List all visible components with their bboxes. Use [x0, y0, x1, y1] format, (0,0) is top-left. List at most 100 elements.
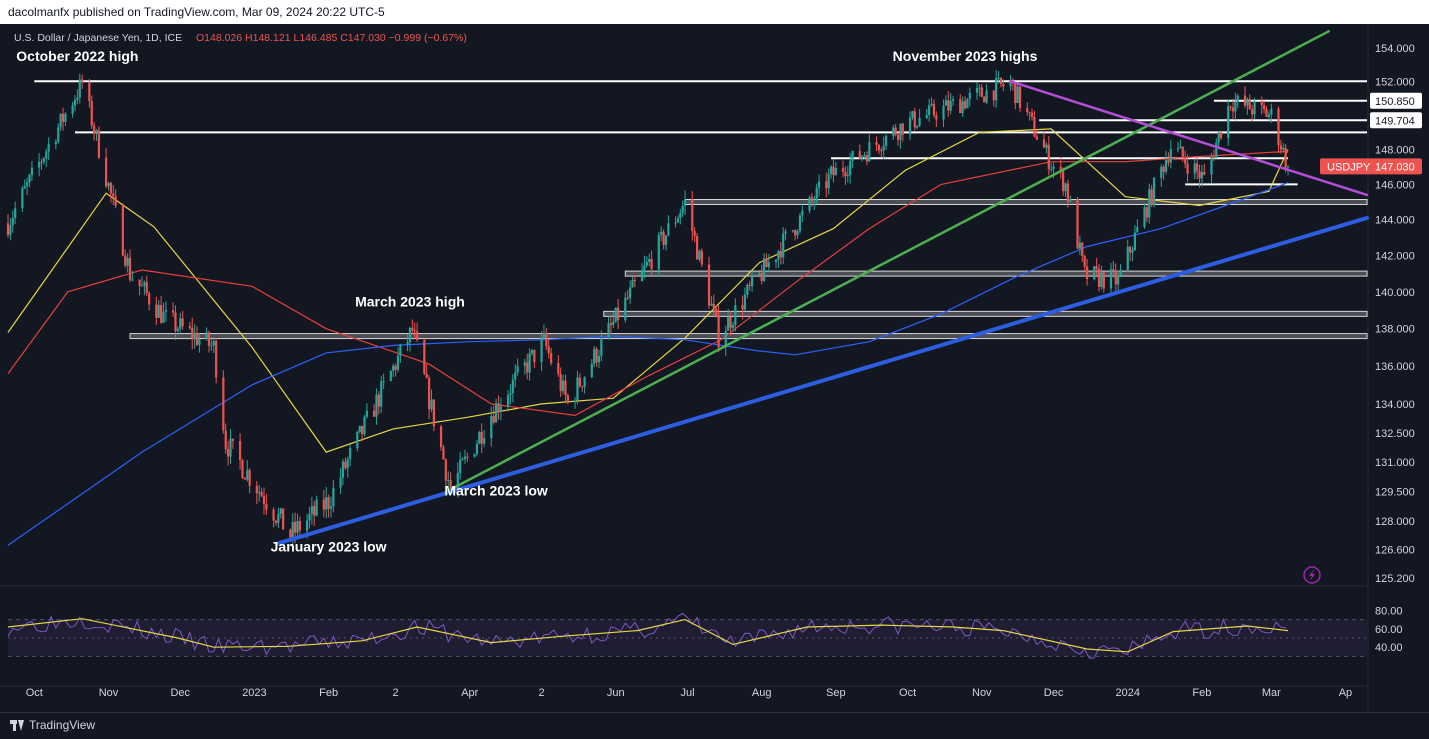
candle-body: [1095, 266, 1098, 269]
candle-body: [1066, 183, 1070, 202]
candle-body: [827, 174, 830, 189]
tradingview-brand: TradingView: [29, 718, 96, 732]
candle-body: [1243, 95, 1247, 106]
candle-body: [475, 443, 479, 455]
candle-body: [710, 303, 713, 306]
tradingview-logo[interactable]: TradingView: [10, 718, 95, 732]
candle-body: [648, 259, 651, 262]
candle-body: [425, 373, 428, 378]
candle-body: [406, 342, 409, 345]
candle-body: [1129, 246, 1132, 253]
candle-body: [545, 332, 548, 347]
candle-body: [332, 487, 335, 507]
candle-body: [131, 279, 134, 281]
support-resistance-zone: [603, 310, 1368, 317]
candle-body: [365, 410, 368, 417]
candle-body: [875, 141, 878, 146]
candle-body: [1203, 172, 1206, 175]
price-level-label: 149.704: [1375, 115, 1415, 127]
candle-body: [963, 101, 967, 109]
candle-body: [949, 100, 952, 111]
candle-body: [138, 279, 141, 286]
candle-body: [1093, 266, 1096, 280]
candle-body: [344, 461, 347, 468]
candle-body: [559, 373, 562, 392]
candle-body: [528, 353, 531, 373]
candle-body: [40, 161, 43, 163]
candle-body: [1184, 157, 1187, 164]
candle-body: [540, 337, 543, 363]
candle-body: [377, 394, 380, 407]
candle-body: [617, 307, 620, 321]
trendline-purple: [1009, 80, 1369, 197]
lightning-icon[interactable]: [1303, 566, 1321, 584]
candle-body: [193, 332, 196, 340]
time-tick-label: Aug: [752, 687, 772, 699]
candle-body: [765, 258, 768, 268]
candle-body: [925, 115, 928, 118]
candle-body: [1282, 147, 1285, 150]
candle-body: [1260, 101, 1263, 106]
candle-body: [961, 101, 964, 114]
candle-body: [861, 155, 864, 159]
candle-body: [243, 477, 246, 480]
candle-body: [667, 223, 670, 236]
candle-body: [210, 345, 213, 347]
candle-body: [741, 305, 744, 310]
candle-body: [999, 77, 1003, 85]
candle-body: [372, 410, 376, 417]
price-tick-label: 148.000: [1375, 145, 1415, 157]
candle-body: [729, 317, 732, 328]
candle-body: [777, 251, 780, 260]
price-tick-label: 129.500: [1375, 486, 1415, 498]
candle-body: [901, 123, 904, 135]
candle-body: [817, 181, 821, 188]
candle-body: [808, 197, 811, 211]
candle-body: [581, 386, 584, 388]
time-tick-label: 2024: [1115, 687, 1139, 699]
candle-body: [626, 297, 629, 299]
support-resistance-zone: [684, 199, 1368, 206]
candle-body: [896, 134, 900, 140]
candle-body: [542, 332, 546, 338]
price-tick-label: 146.000: [1375, 179, 1415, 191]
candle-body: [846, 174, 849, 177]
candle-body: [107, 183, 110, 187]
candle-body: [858, 151, 861, 159]
candle-body: [126, 258, 129, 266]
candle-body: [978, 87, 981, 89]
candle-body: [1263, 105, 1266, 110]
usdjpy-chart[interactable]: October 2022 high November 2023 highs Marc…: [0, 24, 1429, 712]
candle-body: [308, 513, 311, 521]
candle-body: [128, 258, 132, 280]
candle-body: [717, 315, 720, 348]
candle-body: [1210, 156, 1213, 175]
candle-body: [375, 394, 378, 417]
candle-body: [6, 223, 10, 235]
price-level-badge: [1370, 112, 1422, 129]
candle-body: [908, 117, 912, 135]
candle-body: [73, 99, 77, 106]
candle-body: [782, 233, 785, 258]
candle-body: [461, 459, 464, 461]
candle-body: [576, 377, 579, 401]
candle-body: [112, 193, 115, 197]
candle-body: [1212, 156, 1215, 159]
time-tick-label: Dec: [170, 687, 190, 699]
price-tick-label: 152.000: [1375, 76, 1415, 88]
time-tick-label: Feb: [1192, 687, 1211, 699]
candle-body: [712, 303, 715, 309]
candle-body: [975, 88, 979, 93]
chart-annotation: March 2023 high: [355, 293, 465, 309]
candle-body: [327, 497, 330, 509]
candle-body: [640, 269, 644, 282]
candle-body: [1112, 269, 1115, 271]
candle-body: [28, 174, 31, 183]
candle-body: [411, 327, 414, 331]
candle-body: [1279, 145, 1282, 150]
candle-body: [676, 218, 680, 223]
candle-body: [624, 297, 627, 321]
candle-body: [459, 459, 462, 473]
time-tick-label: Ap: [1339, 687, 1352, 699]
rsi-tick-label: 60.00: [1375, 624, 1403, 636]
